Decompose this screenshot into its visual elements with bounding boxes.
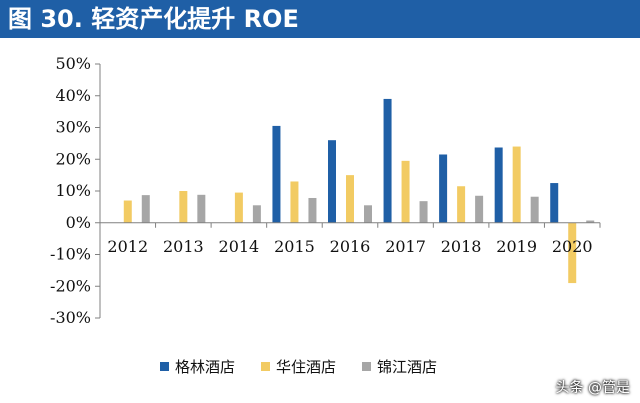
bar-2016-series-3 [364,205,372,223]
figure-title: 图 30. 轻资产化提升 ROE [0,0,640,38]
bar-2019-series-3 [530,196,539,223]
bar-2017-series-3 [419,201,428,223]
y-tick-label: 0% [66,213,91,232]
bar-2017-series-1 [383,98,392,223]
legend-swatch [160,361,169,371]
bar-2012-series-3 [141,195,150,223]
legend-swatch [261,361,271,371]
watermark: 头条 @管是 [555,380,630,396]
y-tick-label: 10% [55,181,91,200]
y-axis: 50% 40% 30% 20% 10% 0% -10% -20% -30% [50,54,101,327]
bar-2018-series-2 [457,186,466,223]
y-tick-label: 20% [55,149,91,168]
x-tick-label: 2017 [385,237,426,256]
bar-2015-series-3 [308,197,317,223]
bar-2013-series-2 [179,191,188,223]
y-tick-label: 50% [55,54,91,73]
y-tick-label: 30% [55,118,91,137]
x-axis: 2012 2013 2014 2015 2016 2017 2018 2019 2020 [100,222,601,256]
legend-label: 格林酒店 [175,357,236,376]
bar-2015-series-2 [290,181,299,223]
x-tick-label: 2020 [552,237,593,256]
x-tick-label: 2016 [330,237,371,256]
bar-2015-series-1 [272,125,281,223]
legend-swatch [362,361,372,371]
y-tick-label: -30% [50,308,91,327]
x-tick-label: 2015 [274,237,315,256]
legend-label: 锦江酒店 [377,357,438,376]
bar-2018-series-3 [475,195,484,223]
bar-2020-series-3 [586,220,595,223]
y-tick-label: 40% [55,86,91,105]
bar-2016-series-2 [346,175,354,223]
bar-2016-series-1 [328,140,336,223]
y-tick-label: -10% [50,245,91,264]
y-tick-label: -20% [50,276,91,295]
bar-2018-series-1 [439,154,448,223]
bars [123,98,595,284]
bar-2017-series-2 [401,160,410,223]
bar-2020-series-2 [568,222,577,284]
legend-item: 格林酒店 [160,356,235,377]
bar-2019-series-1 [494,147,503,223]
legend-label: 华住酒店 [276,357,337,376]
bar-2013-series-3 [197,194,206,223]
bar-2014-series-3 [252,205,261,223]
bar-2019-series-2 [512,146,521,223]
x-tick-label: 2018 [441,237,482,256]
x-tick-label: 2012 [107,237,148,256]
bar-2020-series-1 [550,183,559,223]
bar-2014-series-2 [234,192,243,223]
legend-item: 锦江酒店 [362,356,437,377]
chart-legend: 格林酒店 华住酒店 锦江酒店 [160,355,437,377]
x-tick-label: 2014 [219,237,260,256]
bar-2012-series-2 [123,200,132,223]
x-tick-label: 2019 [496,237,537,256]
x-tick-label: 2013 [163,237,204,256]
legend-item: 华住酒店 [261,356,336,377]
